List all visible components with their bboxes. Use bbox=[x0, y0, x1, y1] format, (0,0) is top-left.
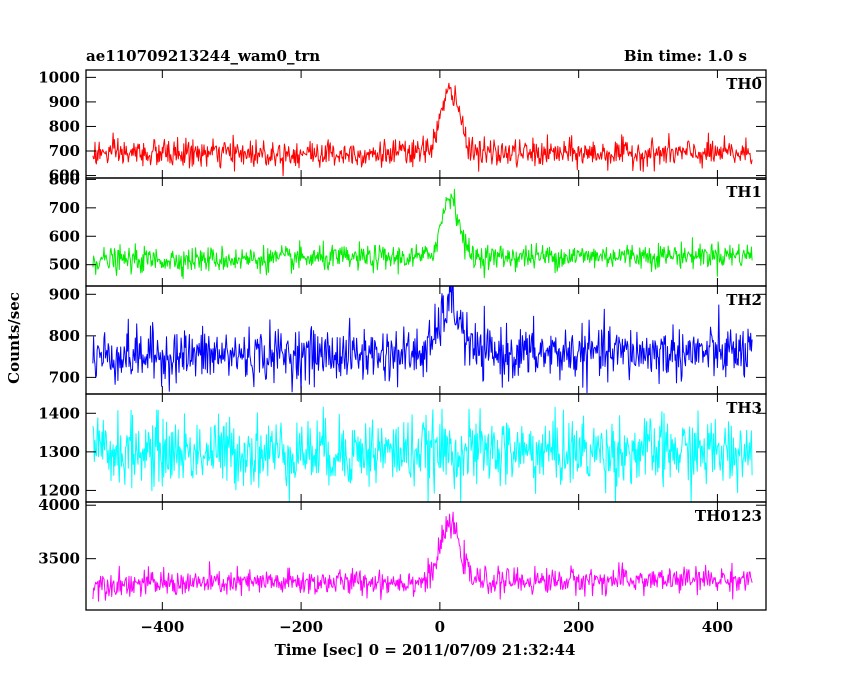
y-tick-label: 3500 bbox=[38, 550, 80, 568]
trace-th3 bbox=[92, 406, 753, 502]
x-tick-label: 0 bbox=[435, 618, 445, 636]
y-tick-label: 600 bbox=[49, 227, 80, 245]
panel-label-th2: TH2 bbox=[726, 291, 762, 309]
y-tick-label: 900 bbox=[49, 93, 80, 111]
y-tick-label: 800 bbox=[49, 327, 80, 345]
trace-th1 bbox=[92, 188, 753, 279]
y-tick-label: 1200 bbox=[38, 481, 80, 499]
y-tick-label: 700 bbox=[49, 199, 80, 217]
x-axis-label: Time [sec] 0 = 2011/07/09 21:32:44 bbox=[275, 641, 576, 659]
x-tick-label: 400 bbox=[702, 618, 733, 636]
y-tick-label: 4000 bbox=[38, 496, 80, 514]
y-tick-label: 1000 bbox=[38, 68, 80, 86]
panel-label-th0: TH0 bbox=[726, 75, 762, 93]
x-tick-label: −200 bbox=[279, 618, 323, 636]
y-tick-label: 1400 bbox=[38, 404, 80, 422]
chart-subtitle: Bin time: 1.0 s bbox=[624, 47, 747, 65]
chart-title: ae110709213244_wam0_trn bbox=[86, 47, 320, 65]
x-tick-label: 200 bbox=[563, 618, 594, 636]
trace-th0123 bbox=[92, 511, 753, 602]
trace-th0 bbox=[92, 82, 753, 177]
y-tick-label: 800 bbox=[49, 170, 80, 188]
panel-frame-th0123 bbox=[85, 501, 767, 611]
panel-label-th0123: TH0123 bbox=[695, 507, 762, 525]
y-tick-label: 700 bbox=[49, 368, 80, 386]
y-tick-label: 800 bbox=[49, 117, 80, 135]
panel-frame-th1 bbox=[85, 177, 767, 287]
y-tick-label: 600 bbox=[49, 167, 80, 185]
panel-label-th3: TH3 bbox=[726, 399, 762, 417]
y-tick-label: 900 bbox=[49, 285, 80, 303]
y-axis-label: Counts/sec bbox=[5, 292, 23, 384]
y-tick-label: 500 bbox=[49, 256, 80, 274]
panels-group: 600 700 800 900 1000 TH0 500 600 700 800 TH1 700 800… bbox=[38, 68, 767, 636]
panel-label-th1: TH1 bbox=[726, 183, 762, 201]
y-tick-label: 1300 bbox=[38, 443, 80, 461]
y-tick-label: 700 bbox=[49, 142, 80, 160]
x-tick-label: −400 bbox=[140, 618, 184, 636]
trace-th2 bbox=[92, 286, 753, 394]
panel-frame-th0 bbox=[85, 69, 767, 179]
